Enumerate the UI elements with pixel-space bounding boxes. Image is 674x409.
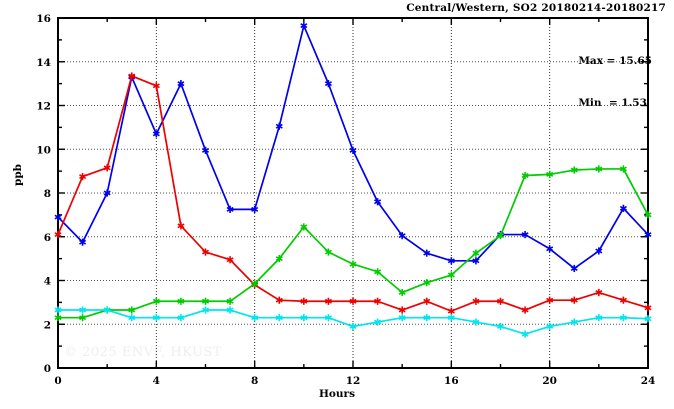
data-series-group: [54, 22, 652, 338]
x-tick-label: 8: [251, 375, 258, 387]
y-tick-label: 2: [44, 319, 51, 331]
y-tick-label: 12: [36, 101, 51, 113]
x-tick-label: 16: [444, 375, 459, 387]
max-annotation: Max = 15.65: [578, 54, 652, 68]
x-tick-label: 20: [542, 375, 557, 387]
y-tick-label: 6: [44, 232, 51, 244]
series-red: [54, 72, 652, 315]
plot-frame: [57, 17, 649, 369]
y-tick-label: 8: [44, 188, 51, 200]
x-axis-label: Hours: [318, 388, 355, 400]
series-green: [54, 165, 652, 322]
series-cyan: [54, 306, 652, 338]
x-tick-label: 4: [153, 375, 160, 387]
y-tick-label: 0: [44, 363, 51, 375]
y-tick-label: 10: [36, 144, 51, 156]
watermark: © 2025 ENVF, HKUST: [64, 345, 222, 360]
max-label: Max =: [578, 55, 616, 67]
series-blue: [54, 22, 652, 273]
y-tick-label: 14: [36, 57, 51, 69]
max-value: 15.65: [619, 55, 652, 67]
grid-lines: [58, 18, 648, 368]
y-tick-label: 16: [36, 13, 51, 25]
y-tick-label: 4: [44, 276, 51, 288]
x-tick-label: 12: [346, 375, 361, 387]
x-tick-label: 24: [641, 375, 656, 387]
chart-title: Central/Western, SO2 20180214-20180217: [406, 2, 666, 14]
x-tick-label: 0: [54, 375, 61, 387]
